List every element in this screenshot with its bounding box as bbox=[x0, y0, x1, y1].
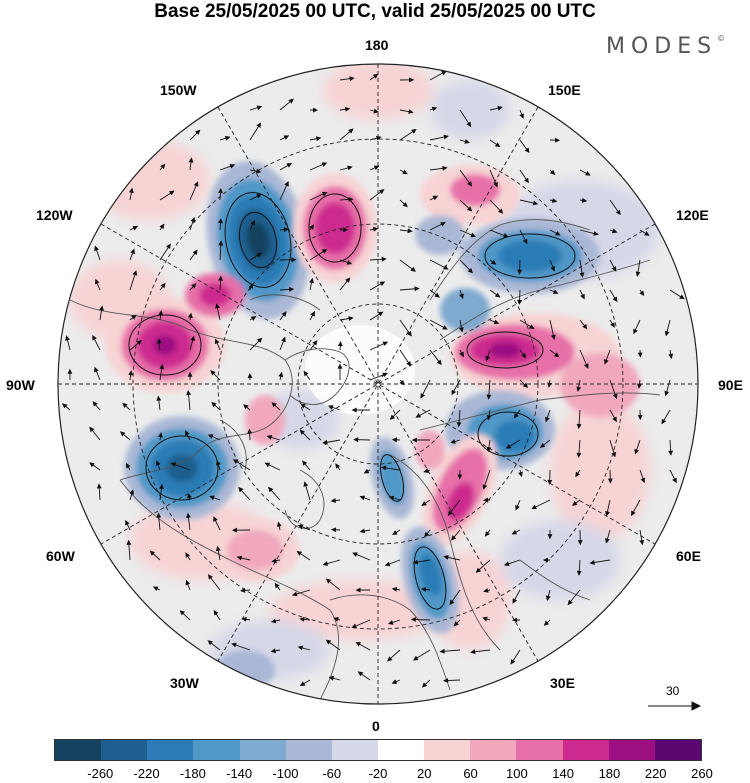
label-60w: 60W bbox=[46, 548, 75, 564]
colorbar-swatch bbox=[516, 740, 563, 760]
brand-text: MODES bbox=[606, 34, 718, 59]
colorbar-swatch bbox=[239, 740, 286, 760]
label-0: 0 bbox=[372, 718, 380, 734]
label-180: 180 bbox=[365, 37, 389, 53]
label-90w: 90W bbox=[6, 377, 35, 393]
colorbar-swatch bbox=[377, 740, 425, 760]
low-center-2 bbox=[460, 218, 600, 294]
map-disc bbox=[58, 64, 698, 704]
label-120e: 120E bbox=[676, 207, 709, 223]
low-center-5b bbox=[369, 437, 415, 519]
contours bbox=[128, 192, 576, 610]
anomaly-centers bbox=[105, 161, 640, 690]
colorbar-tick-label: 180 bbox=[598, 766, 621, 781]
map-border bbox=[57, 63, 699, 705]
colorbar-tick-label: -260 bbox=[87, 766, 114, 781]
brand-logo: MODES© bbox=[606, 34, 725, 59]
high-center-3 bbox=[450, 313, 640, 417]
colorbar-tick-labels: -260 -220 -180 -140 -100 -60 -20 20 60 100 140 180 2… bbox=[0, 766, 750, 783]
colorbar-tick-label: 260 bbox=[691, 766, 713, 781]
colorbar-tick-label: 60 bbox=[463, 766, 478, 781]
low-center-6 bbox=[215, 215, 490, 690]
label-150e: 150E bbox=[548, 82, 581, 98]
reference-vector bbox=[648, 701, 702, 711]
label-60e: 60E bbox=[676, 548, 701, 564]
colorbar-swatch bbox=[331, 740, 378, 760]
arctic-region bbox=[305, 325, 415, 415]
polar-map bbox=[57, 63, 702, 711]
colorbar-tick-label: 100 bbox=[505, 766, 528, 781]
colorbar-swatch bbox=[608, 740, 655, 760]
graticule bbox=[58, 64, 698, 704]
label-120w: 120W bbox=[36, 207, 73, 223]
page-title: Base 25/05/2025 00 UTC, valid 25/05/2025… bbox=[154, 1, 596, 22]
label-90e: 90E bbox=[718, 377, 743, 393]
colorbar-tick-label: -100 bbox=[272, 766, 299, 781]
colorbar bbox=[54, 739, 702, 761]
colorbar-tick-label: -60 bbox=[322, 766, 342, 781]
label-30e: 30E bbox=[550, 675, 575, 691]
colorbar-swatch bbox=[55, 740, 102, 760]
colorbar-tick-label: 220 bbox=[644, 766, 667, 781]
colorbar-swatch bbox=[424, 740, 471, 760]
low-center-1 bbox=[206, 161, 310, 319]
colorbar-tick-label: 20 bbox=[417, 766, 432, 781]
colorbar-tick-label: -220 bbox=[133, 766, 160, 781]
colorbar-swatch bbox=[470, 740, 517, 760]
wind-vectors bbox=[62, 70, 685, 688]
colorbar-tick-label: -180 bbox=[179, 766, 206, 781]
colorbar-tick-label: 140 bbox=[552, 766, 574, 781]
high-center-1 bbox=[293, 173, 377, 283]
colorbar-swatch bbox=[147, 740, 194, 760]
label-150w: 150W bbox=[160, 82, 197, 98]
vector-scale-label: 30 bbox=[666, 684, 680, 698]
colorbar-swatch bbox=[285, 740, 332, 760]
colorbar-swatch bbox=[193, 740, 240, 760]
label-30w: 30W bbox=[170, 675, 199, 691]
colorbar-tick-label: -140 bbox=[226, 766, 253, 781]
copyright-mark: © bbox=[717, 34, 726, 43]
colorbar-swatch bbox=[654, 740, 701, 760]
high-center-2 bbox=[105, 273, 245, 393]
colorbar-swatch bbox=[101, 740, 148, 760]
colorbar-swatch bbox=[562, 740, 609, 760]
colorbar-tick-label: -20 bbox=[368, 766, 388, 781]
